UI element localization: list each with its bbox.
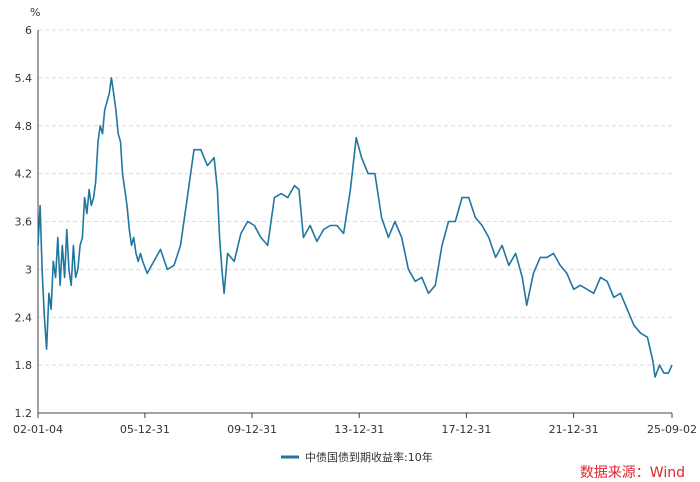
y-tick-label: 5.4 — [15, 72, 33, 85]
x-tick-label: 02-01-04 — [13, 423, 63, 436]
series-line — [37, 77, 673, 378]
y-tick-label: 1.2 — [15, 407, 33, 420]
axes — [37, 30, 673, 418]
grid-lines — [38, 29, 672, 366]
y-tick-label: 3 — [25, 263, 32, 276]
x-tick-label: 09-12-31 — [227, 423, 277, 436]
x-tick-labels: 02-01-04 05-12-31 09-12-31 13-12-31 17-12-31… — [13, 423, 697, 436]
y-tick-label: 4.8 — [15, 120, 33, 133]
x-tick-label: 13-12-31 — [334, 423, 384, 436]
y-tick-label: 1.8 — [15, 359, 33, 372]
legend-label: 中债国债到期收益率:10年 — [305, 450, 433, 464]
x-tick-label: 21-12-31 — [549, 423, 599, 436]
source-note: 数据来源：Wind — [580, 465, 685, 481]
x-tick-label: 17-12-31 — [441, 423, 491, 436]
x-tick-label: 25-09-02 — [647, 423, 697, 436]
y-tick-label: 3.6 — [15, 216, 33, 229]
y-axis-unit-label: % — [30, 6, 40, 19]
y-tick-label: 2.4 — [15, 311, 33, 324]
x-tick-label: 05-12-31 — [120, 423, 170, 436]
y-tick-label: 6 — [25, 24, 32, 37]
legend[interactable]: 中债国债到期收益率:10年 — [281, 450, 433, 464]
y-tick-label: 4.2 — [15, 168, 33, 181]
y-tick-labels: 6 5.4 4.8 4.2 3.6 3 2.4 1.8 1.2 — [15, 24, 33, 420]
series-layer — [37, 77, 673, 378]
